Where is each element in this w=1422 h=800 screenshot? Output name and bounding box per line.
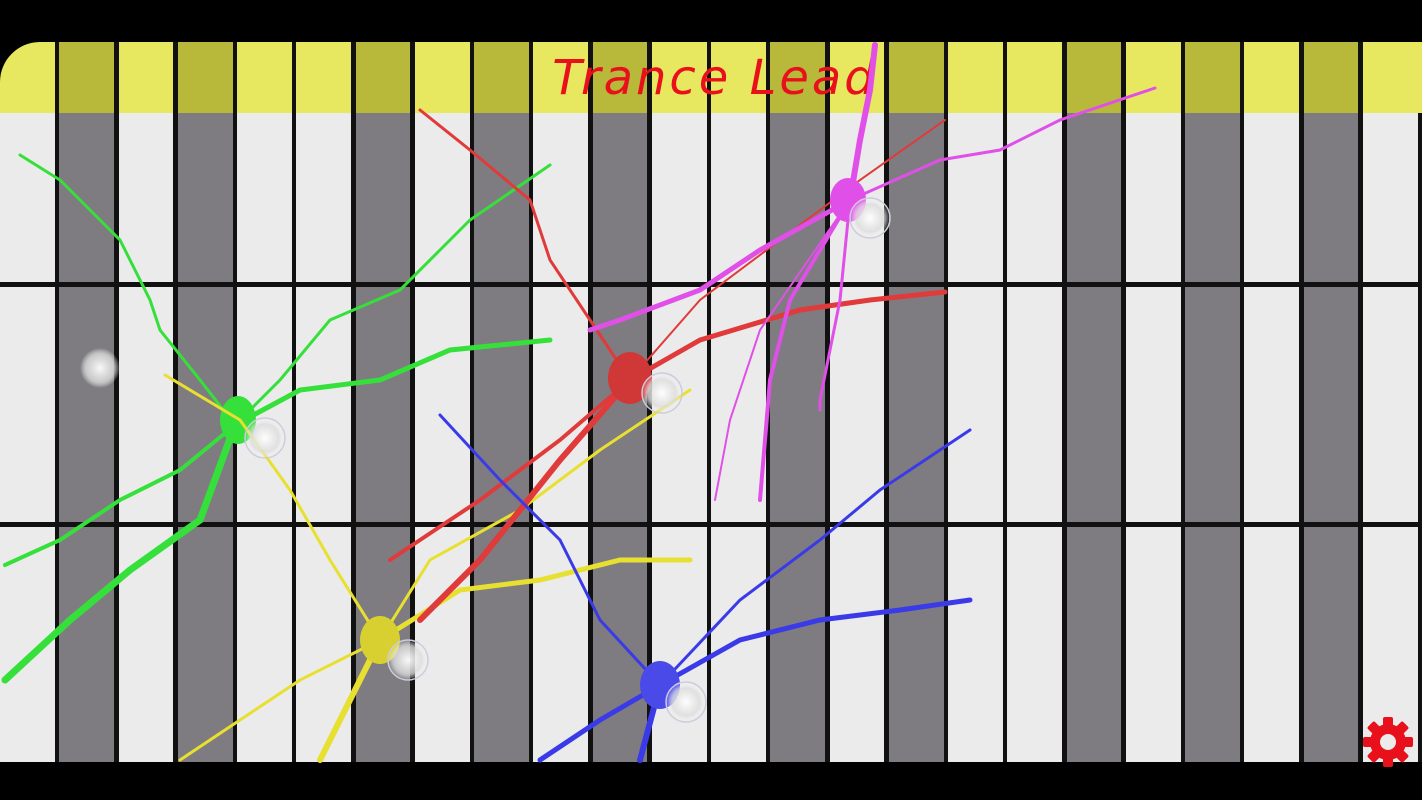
key-cell-row2-col8[interactable] <box>414 287 470 522</box>
header-column-2 <box>59 42 114 113</box>
key-cell-row1-col12[interactable] <box>651 113 707 282</box>
header-column-11 <box>592 42 648 113</box>
header-column-12 <box>651 42 707 113</box>
header-column-10 <box>533 42 588 113</box>
key-cell-row3-col10[interactable] <box>533 527 588 762</box>
key-cell-row1-col8[interactable] <box>414 113 470 282</box>
key-cell-row1-col16[interactable] <box>888 113 944 282</box>
header-column-1 <box>0 42 55 113</box>
key-cell-row1-col21[interactable] <box>1185 113 1240 282</box>
header-column-3 <box>118 42 174 113</box>
key-cell-row1-col4[interactable] <box>177 113 233 282</box>
key-cell-row3-col6[interactable] <box>296 527 351 762</box>
key-cell-row2-col7[interactable] <box>355 287 411 522</box>
key-cell-row3-col4[interactable] <box>177 527 233 762</box>
key-cell-row2-col17[interactable] <box>948 287 1003 522</box>
key-cell-row2-col10[interactable] <box>533 287 588 522</box>
key-cell-row2-col20[interactable] <box>1125 287 1181 522</box>
gear-icon <box>1363 717 1413 767</box>
key-cell-row2-col3[interactable] <box>118 287 174 522</box>
key-cell-row1-col24[interactable] <box>1362 113 1418 282</box>
key-cell-row2-col11[interactable] <box>592 287 648 522</box>
key-cell-row3-col8[interactable] <box>414 527 470 762</box>
key-cell-row2-col19[interactable] <box>1066 287 1122 522</box>
key-cell-row3-col16[interactable] <box>888 527 944 762</box>
key-cell-row2-col23[interactable] <box>1303 287 1359 522</box>
key-cell-row3-col20[interactable] <box>1125 527 1181 762</box>
key-cell-row2-col15[interactable] <box>829 287 885 522</box>
key-cell-row1-col3[interactable] <box>118 113 174 282</box>
key-cell-row3-col17[interactable] <box>948 527 1003 762</box>
key-cell-row1-col15[interactable] <box>829 113 885 282</box>
header-column-6 <box>296 42 351 113</box>
instrument-title[interactable]: Trance Lead <box>552 49 878 106</box>
header-column-13 <box>711 42 766 113</box>
key-cell-row2-col24[interactable] <box>1362 287 1418 522</box>
header-column-4 <box>177 42 233 113</box>
key-cell-row3-col3[interactable] <box>118 527 174 762</box>
key-cell-row1-col18[interactable] <box>1007 113 1062 282</box>
key-cell-row1-col9[interactable] <box>474 113 529 282</box>
key-cell-row3-col5[interactable] <box>237 527 292 762</box>
header-column-24 <box>1362 42 1422 113</box>
key-cell-row2-col22[interactable] <box>1244 287 1299 522</box>
key-cell-row2-col2[interactable] <box>59 287 114 522</box>
header-column-7 <box>355 42 411 113</box>
key-cell-row2-col1[interactable] <box>0 287 55 522</box>
key-cell-row1-col23[interactable] <box>1303 113 1359 282</box>
key-cell-row1-col22[interactable] <box>1244 113 1299 282</box>
key-cell-row2-col12[interactable] <box>651 287 707 522</box>
key-cell-row3-col22[interactable] <box>1244 527 1299 762</box>
key-cell-row1-col10[interactable] <box>533 113 588 282</box>
key-cell-row3-col11[interactable] <box>592 527 648 762</box>
header-column-21 <box>1185 42 1240 113</box>
key-cell-row1-col17[interactable] <box>948 113 1003 282</box>
header-column-5 <box>237 42 292 113</box>
instrument-surface: Trance Lead <box>0 42 1422 762</box>
key-cell-row3-col15[interactable] <box>829 527 885 762</box>
header-column-9 <box>474 42 529 113</box>
key-cell-row2-col18[interactable] <box>1007 287 1062 522</box>
key-cell-row1-col6[interactable] <box>296 113 351 282</box>
key-cell-row2-col6[interactable] <box>296 287 351 522</box>
key-cell-row1-col7[interactable] <box>355 113 411 282</box>
key-cell-row2-col4[interactable] <box>177 287 233 522</box>
key-cell-row1-col14[interactable] <box>770 113 825 282</box>
key-cell-row3-col1[interactable] <box>0 527 55 762</box>
key-cell-row3-col7[interactable] <box>355 527 411 762</box>
key-cell-row1-col19[interactable] <box>1066 113 1122 282</box>
key-cell-row3-col12[interactable] <box>651 527 707 762</box>
key-cell-row1-col11[interactable] <box>592 113 648 282</box>
key-cell-row3-col9[interactable] <box>474 527 529 762</box>
header-column-14 <box>770 42 825 113</box>
key-cell-row1-col2[interactable] <box>59 113 114 282</box>
header-column-8 <box>414 42 470 113</box>
key-cell-row3-col13[interactable] <box>711 527 766 762</box>
key-cell-row3-col14[interactable] <box>770 527 825 762</box>
key-cell-row3-col21[interactable] <box>1185 527 1240 762</box>
key-cell-row3-col19[interactable] <box>1066 527 1122 762</box>
key-cell-row3-col23[interactable] <box>1303 527 1359 762</box>
key-cell-row1-col5[interactable] <box>237 113 292 282</box>
key-cell-row2-col16[interactable] <box>888 287 944 522</box>
key-cell-row1-col20[interactable] <box>1125 113 1181 282</box>
key-cell-row3-col18[interactable] <box>1007 527 1062 762</box>
key-cell-row2-col14[interactable] <box>770 287 825 522</box>
key-cell-row2-col5[interactable] <box>237 287 292 522</box>
key-cell-row1-col1[interactable] <box>0 113 55 282</box>
header-column-22 <box>1244 42 1299 113</box>
key-cell-row2-col21[interactable] <box>1185 287 1240 522</box>
header-column-23 <box>1303 42 1359 113</box>
key-cell-row2-col13[interactable] <box>711 287 766 522</box>
key-cell-row2-col9[interactable] <box>474 287 529 522</box>
key-cell-row3-col2[interactable] <box>59 527 114 762</box>
settings-button[interactable] <box>1360 714 1416 770</box>
key-cell-row1-col13[interactable] <box>711 113 766 282</box>
